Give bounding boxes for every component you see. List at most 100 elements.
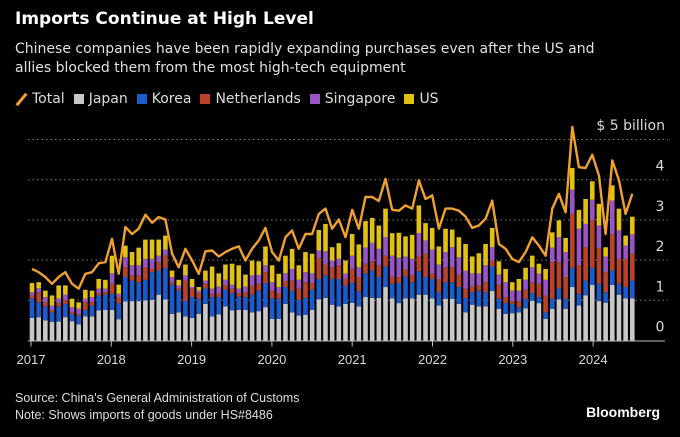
- bar-segment-singapore: [516, 290, 522, 302]
- bloomberg-logo: Bloomberg: [586, 404, 660, 420]
- bar-segment-singapore: [263, 265, 268, 273]
- bar-segment-singapore: [549, 247, 555, 263]
- bar-segment-singapore: [369, 242, 375, 262]
- bar-segment-us: [403, 236, 408, 257]
- swatch-icon: [309, 94, 320, 104]
- bar-segment-japan: [149, 299, 155, 341]
- bar-segment-singapore: [329, 260, 335, 268]
- bar-segment-singapore: [543, 279, 548, 296]
- bar-segment-netherlands: [383, 255, 388, 267]
- bar-segment-netherlands: [336, 265, 342, 279]
- bar-segment-korea: [249, 294, 255, 313]
- bar-segment-japan: [129, 301, 135, 341]
- bar-segment-netherlands: [149, 268, 155, 273]
- bar-segment-korea: [516, 307, 522, 313]
- bar-segment-japan: [363, 297, 368, 341]
- bar-segment-netherlands: [569, 213, 575, 268]
- bar-segment-netherlands: [443, 267, 448, 283]
- bar-segment-japan: [589, 285, 595, 341]
- bar-segment-korea: [209, 297, 215, 317]
- bar-segment-singapore: [376, 248, 382, 266]
- bar-segment-us: [609, 185, 615, 201]
- bar-segment-japan: [483, 306, 488, 341]
- bar-segment-korea: [303, 297, 308, 315]
- bar-segment-singapore: [89, 297, 95, 303]
- bar-segment-us: [476, 253, 482, 274]
- bar-segment-korea: [89, 305, 95, 317]
- swatch-icon: [404, 94, 415, 104]
- chart-title: Imports Continue at High Level: [15, 9, 314, 29]
- bar-segment-us: [203, 270, 208, 281]
- bar-segment-netherlands: [536, 283, 542, 298]
- bar-segment-singapore: [529, 267, 535, 283]
- bar-segment-korea: [149, 272, 155, 300]
- bar-segment-korea: [269, 298, 275, 319]
- bar-segment-japan: [596, 301, 602, 341]
- bar-segment-japan: [249, 312, 255, 341]
- bar-segment-netherlands: [489, 260, 495, 267]
- bar-segment-singapore: [463, 270, 468, 289]
- bar-segment-korea: [309, 289, 315, 310]
- swatch-icon: [73, 94, 84, 104]
- bar-segment-japan: [109, 309, 115, 341]
- bar-segment-singapore: [296, 279, 302, 289]
- bar-segment-netherlands: [76, 313, 81, 316]
- bar-segment-netherlands: [396, 276, 402, 284]
- bar-segment-singapore: [623, 245, 628, 259]
- y-tick-label: 4: [656, 159, 665, 175]
- bar-segment-singapore: [436, 264, 442, 279]
- bar-segment-us: [489, 227, 495, 248]
- bar-segment-us: [603, 247, 608, 257]
- bar-segment-netherlands: [296, 288, 302, 300]
- bar-segment-singapore: [116, 293, 122, 298]
- bar-segment-us: [589, 181, 595, 200]
- bar-segment-korea: [169, 284, 175, 314]
- bar-segment-us: [249, 260, 255, 276]
- bar-segment-us: [256, 261, 262, 275]
- bar-segment-japan: [143, 300, 148, 341]
- swatch-icon: [200, 94, 211, 104]
- x-tick-label: 2020: [257, 352, 286, 367]
- legend: Total Japan Korea Netherlands Singapore …: [15, 91, 439, 107]
- bar-segment-us: [316, 229, 322, 251]
- bar-segment-netherlands: [596, 248, 602, 284]
- bar-segment-singapore: [343, 273, 348, 279]
- bar-segment-japan: [509, 313, 515, 341]
- bar-segment-netherlands: [623, 258, 628, 288]
- bar-segment-us: [169, 270, 175, 277]
- bar-segment-singapore: [603, 256, 608, 273]
- bar-segment-us: [156, 239, 162, 256]
- bar-segment-japan: [69, 321, 75, 341]
- bar-segment-japan: [569, 287, 575, 341]
- bar-segment-korea: [69, 313, 75, 322]
- bar-segment-japan: [609, 285, 615, 341]
- bar-segment-us: [209, 266, 215, 289]
- bar-segment-japan: [189, 317, 195, 341]
- bar-segment-korea: [489, 266, 495, 292]
- bar-segment-us: [416, 205, 422, 234]
- bar-segment-singapore: [163, 249, 168, 256]
- bar-segment-japan: [296, 315, 302, 341]
- y-tick-label: 3: [656, 199, 665, 215]
- bar-segment-netherlands: [63, 300, 68, 304]
- bar-segment-netherlands: [109, 283, 115, 294]
- bar-segment-singapore: [269, 282, 275, 291]
- bar-segment-korea: [83, 309, 88, 317]
- bar-segment-singapore: [63, 294, 68, 301]
- bar-segment-us: [349, 233, 355, 256]
- bar-segment-japan: [549, 308, 555, 341]
- bar-segment-netherlands: [203, 283, 208, 289]
- bar-segment-us: [276, 273, 282, 288]
- bar-segment-korea: [563, 298, 568, 309]
- bar-segment-us: [496, 261, 502, 275]
- bar-segment-korea: [183, 301, 188, 317]
- bar-segment-korea: [456, 287, 462, 304]
- bar-segment-netherlands: [83, 302, 88, 310]
- x-tick-label: 2021: [338, 352, 367, 367]
- bar-segment-netherlands: [609, 234, 615, 271]
- bar-segment-japan: [523, 308, 528, 341]
- bar-segment-netherlands: [603, 272, 608, 293]
- legend-item-korea: Korea: [136, 91, 191, 107]
- bar-segment-singapore: [316, 250, 322, 259]
- bar-segment-japan: [116, 319, 122, 341]
